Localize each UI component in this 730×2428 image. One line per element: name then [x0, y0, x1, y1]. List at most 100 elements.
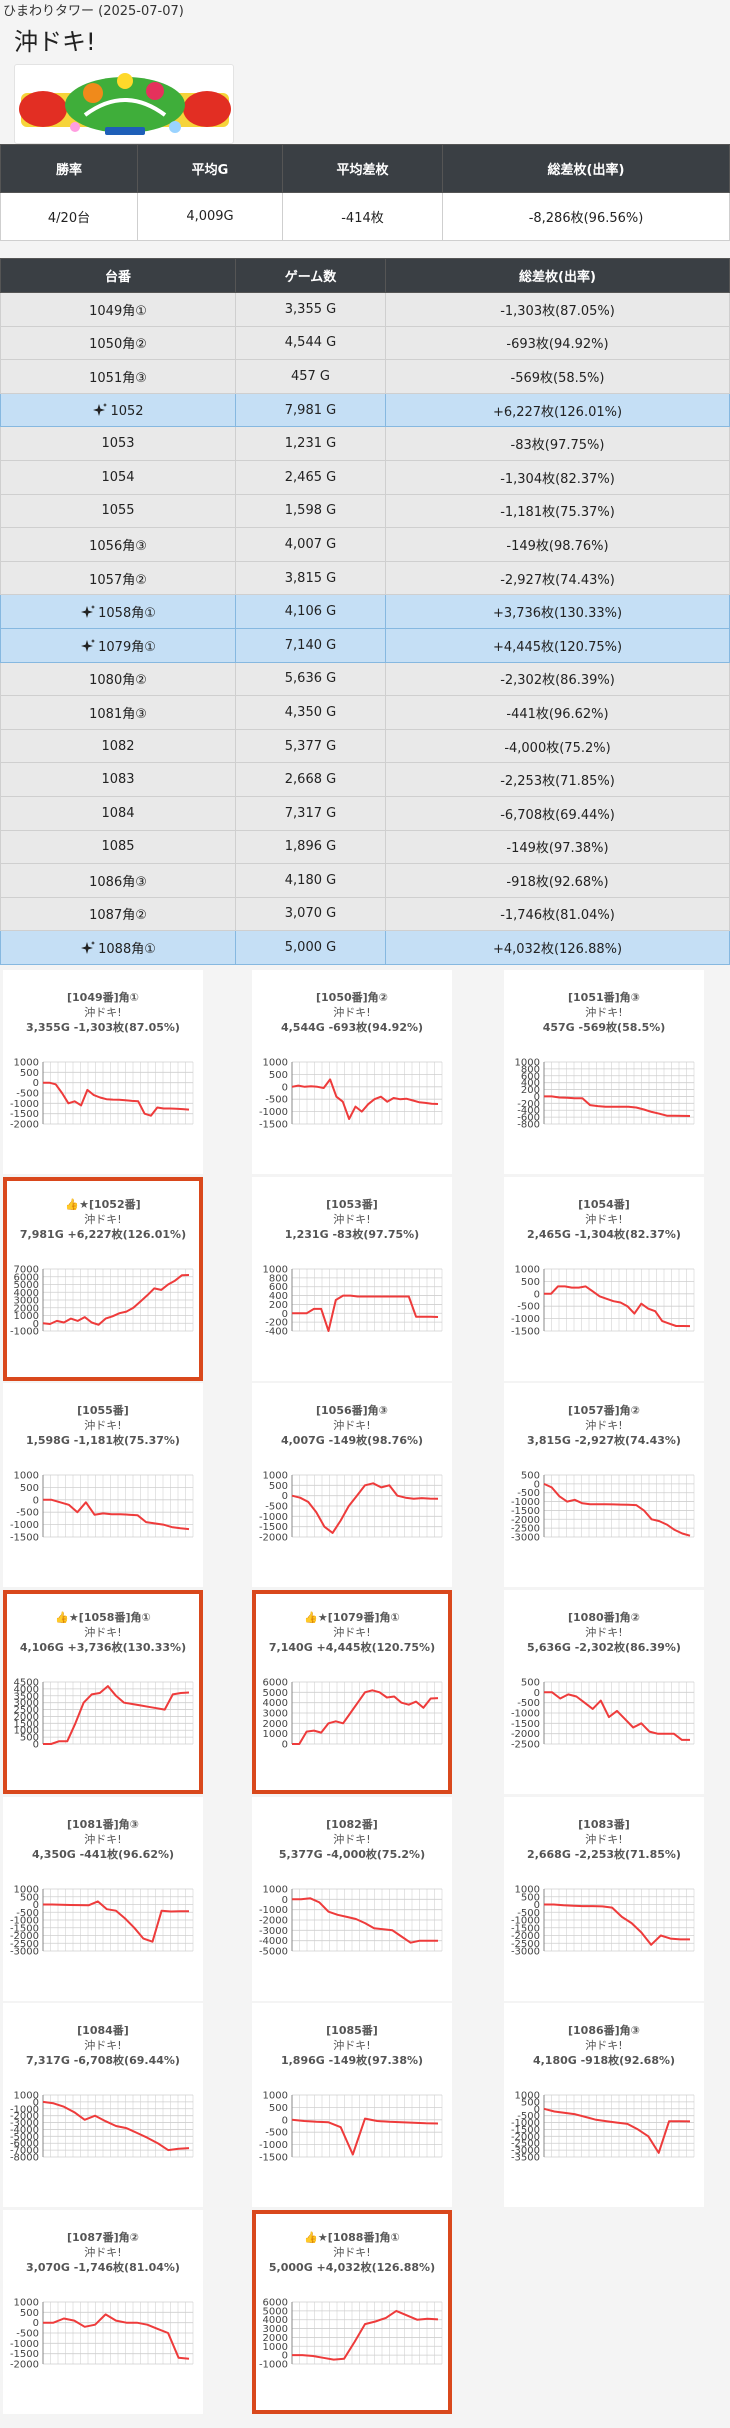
machine-games: 4,007 G: [235, 527, 386, 562]
y-tick-label: 500: [521, 1471, 540, 1482]
machine-chart-card: [1055番] 沖ドキ! 1,598G -1,181枚(75.37%) 1000 500…: [3, 1383, 203, 1587]
machine-number: 1085: [101, 839, 135, 855]
machine-number-cell: 1084: [0, 795, 236, 831]
machine-games: 3,815 G: [235, 560, 386, 596]
chart-machine-number: [1054番]: [578, 1198, 630, 1211]
y-tick-label: -2000: [511, 2132, 540, 2143]
y-tick-label: 6000: [263, 1678, 288, 1689]
machine-number: 1080角②: [89, 673, 147, 689]
table-row: 1051角③ 457 G -569枚(58.5%): [0, 359, 730, 394]
chart-machine-label: [1056番]角③: [252, 1403, 452, 1418]
y-tick-label: -1000: [10, 1327, 39, 1336]
chart-caption: 👍★[1079番]角① 沖ドキ! 7,140G +4,445枚(120.75%): [256, 1610, 448, 1655]
chart-machine-label: 👍★[1058番]角①: [7, 1610, 199, 1625]
table-row: 1050角② 4,544 G -693枚(94.92%): [0, 325, 730, 361]
chart-machine-label: 👍★[1052番]: [7, 1197, 199, 1212]
machine-total: -1,746枚(81.04%): [385, 896, 730, 932]
machine-number-cell: 1049角①: [0, 292, 236, 327]
y-tick-label: -3000: [10, 2118, 39, 2129]
y-tick-label: 500: [20, 1483, 39, 1494]
machine-total: -2,927枚(74.43%): [385, 560, 730, 596]
machine-total: -83枚(97.75%): [385, 426, 730, 461]
chart-machine-label: [1082番]: [252, 1817, 452, 1832]
chart-machine-number: [1079番]角①: [327, 1611, 400, 1624]
summary-winrate: 4/20台: [0, 192, 138, 241]
y-tick-label: 800: [269, 1273, 288, 1284]
table-row: 1056角③ 4,007 G -149枚(98.76%): [0, 527, 730, 562]
y-tick-label: -500: [517, 2111, 540, 2122]
chart-game-title: 沖ドキ!: [585, 1213, 623, 1226]
chart-machine-label: 👍★[1079番]角①: [256, 1610, 448, 1625]
y-tick-label: -1500: [511, 2125, 540, 2136]
y-tick-label: -2000: [259, 1916, 288, 1927]
y-tick-label: 800: [521, 1064, 540, 1075]
y-tick-label: 600: [269, 1282, 288, 1293]
machine-number-cell: 1052: [0, 392, 236, 428]
y-tick-label: 3000: [14, 1698, 39, 1709]
y-tick-label: 500: [20, 1068, 39, 1079]
machine-chart-card: 👍★[1052番] 沖ドキ! 7,981G +6,227枚(126.01%) 7000…: [3, 1177, 203, 1381]
y-tick-label: 1000: [263, 1265, 288, 1276]
y-tick-label: -8000: [10, 2153, 39, 2162]
y-tick-label: -3500: [511, 2153, 540, 2162]
y-tick-label: -1500: [10, 1923, 39, 1934]
y-tick-label: -5000: [10, 2132, 39, 2143]
y-tick-label: 0: [33, 2097, 39, 2108]
y-tick-label: -800: [517, 1120, 540, 1129]
differential-line-chart: 10005000-500-1000-1500-2000-2500-3000-35…: [511, 2091, 695, 2162]
chart-series-line: [42, 2100, 190, 2152]
chart-caption: [1050番]角② 沖ドキ! 4,544G -693枚(94.92%): [252, 990, 452, 1035]
y-tick-label: -2000: [10, 2111, 39, 2122]
chart-series-line: [43, 1900, 190, 1943]
table-row: 1052 7,981 G +6,227枚(126.01%): [0, 392, 730, 428]
y-tick-label: -1000: [511, 1497, 540, 1508]
y-tick-label: -1000: [10, 2104, 39, 2115]
y-tick-label: 6000: [14, 1272, 39, 1283]
chart-machine-number: [1058番]角①: [78, 1611, 151, 1624]
chart-machine-label: [1053番]: [252, 1197, 452, 1212]
machine-number: 1056角③: [89, 538, 147, 554]
y-tick-label: 0: [282, 1895, 288, 1906]
chart-stats: 1,598G -1,181枚(75.37%): [26, 1434, 180, 1447]
chart-machine-number: [1052番]: [88, 1198, 141, 1211]
table-row: 1055 1,598 G -1,181枚(75.37%): [0, 493, 730, 529]
y-tick-label: 1000: [14, 1471, 39, 1482]
y-tick-label: 6000: [263, 2298, 288, 2309]
y-tick-label: 500: [20, 1892, 39, 1903]
y-tick-label: -1500: [511, 1506, 540, 1517]
chart-machine-label: [1057番]角②: [504, 1403, 704, 1418]
machine-total: +4,445枚(120.75%): [385, 627, 730, 663]
table-row: 1057角② 3,815 G -2,927枚(74.43%): [0, 560, 730, 596]
machine-games: 5,377 G: [235, 728, 386, 764]
machine-number-cell: 1054: [0, 459, 236, 495]
y-tick-label: -1000: [10, 1099, 39, 1110]
y-tick-label: 0: [534, 1092, 540, 1103]
machine-header-games: ゲーム数: [235, 258, 386, 293]
y-tick-label: 2000: [14, 1712, 39, 1723]
chart-game-title: 沖ドキ!: [333, 2246, 371, 2259]
y-tick-label: 4500: [14, 1678, 39, 1689]
y-tick-label: 1000: [515, 1265, 540, 1276]
y-tick-label: 0: [282, 1740, 288, 1749]
machine-chart-card: 👍★[1088番]角① 沖ドキ! 5,000G +4,032枚(126.88%) 60…: [252, 2210, 452, 2414]
machine-number: 1082: [101, 738, 135, 754]
machine-chart-card: [1081番]角③ 沖ドキ! 4,350G -441枚(96.62%) 1000 500…: [3, 1797, 203, 2001]
machine-header-number: 台番: [0, 258, 236, 293]
machine-number-cell: 1081角③: [0, 695, 236, 730]
chart-caption: [1053番] 沖ドキ! 1,231G -83枚(97.75%): [252, 1197, 452, 1242]
table-row: 1054 2,465 G -1,304枚(82.37%): [0, 459, 730, 495]
y-tick-label: -1000: [10, 1520, 39, 1531]
chart-machine-label: [1049番]角①: [3, 990, 203, 1005]
chart-series-line: [292, 2309, 439, 2361]
machine-total: -1,304枚(82.37%): [385, 459, 730, 495]
y-tick-label: 0: [534, 1900, 540, 1911]
chart-machine-number: [1049番]角①: [67, 991, 139, 1004]
machine-number: 1050角②: [89, 337, 147, 353]
summary-header-winrate: 勝率: [0, 144, 138, 193]
y-tick-label: -1500: [10, 2349, 39, 2360]
machine-games: 7,317 G: [235, 795, 386, 831]
